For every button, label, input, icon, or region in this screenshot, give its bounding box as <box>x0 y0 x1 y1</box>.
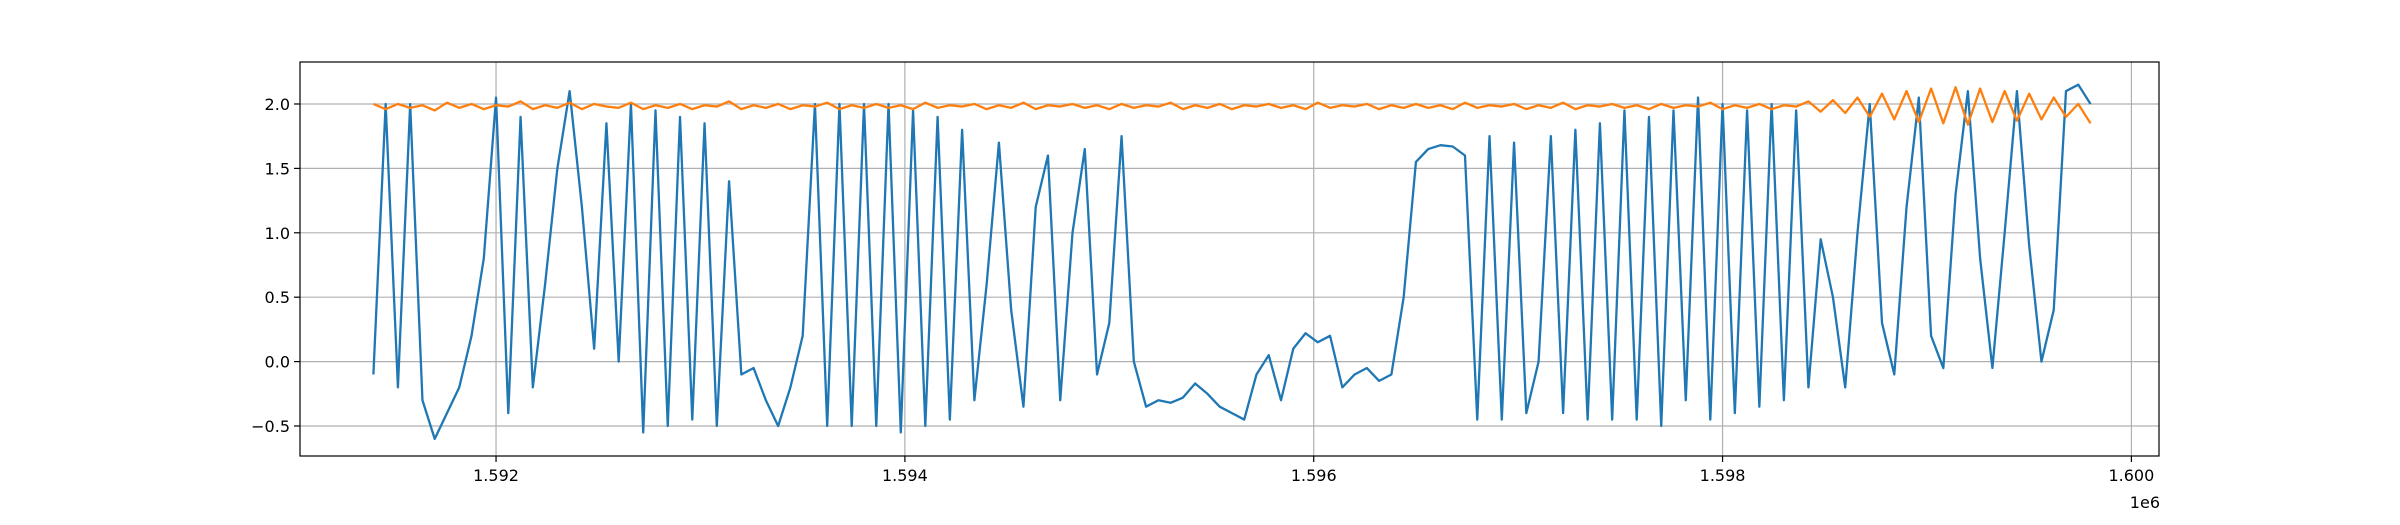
y-tick-label: 1.5 <box>265 159 290 178</box>
x-tick-label: 1.594 <box>882 466 928 485</box>
x-tick-label: 1.592 <box>473 466 519 485</box>
y-tick-label: 2.0 <box>265 95 290 114</box>
x-offset-label: 1e6 <box>2130 493 2160 512</box>
y-tick-label: 0.5 <box>265 288 290 307</box>
x-tick-label: 1.598 <box>1700 466 1746 485</box>
x-tick-label: 1.596 <box>1291 466 1337 485</box>
series-line <box>372 86 2092 126</box>
plot-frame <box>299 61 2160 457</box>
series-line <box>372 83 2092 441</box>
y-tick-label: −0.5 <box>251 417 290 436</box>
y-tick-label: 1.0 <box>265 224 290 243</box>
y-tick-label: 0.0 <box>265 353 290 372</box>
x-tick-label: 1.600 <box>2108 466 2154 485</box>
